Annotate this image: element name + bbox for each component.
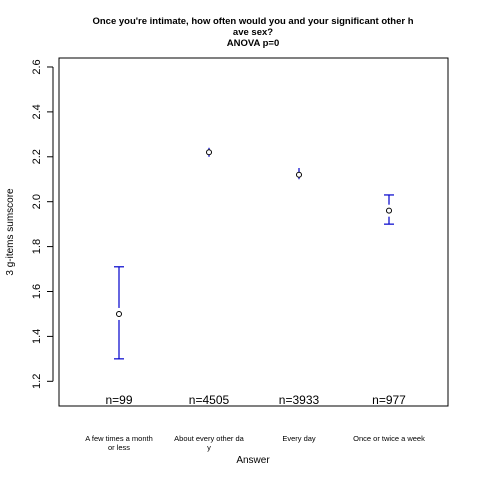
y-axis: 1.2 1.4 1.6 1.8 2.0 2.2 2.4 2.6 (31, 59, 54, 389)
y-tick-label: 2.6 (31, 59, 43, 74)
x-category-label: or less (108, 443, 130, 452)
mean-point (206, 149, 212, 156)
title-line-1: Once you're intimate, how often would yo… (92, 16, 413, 27)
n-labels: n=99 n=4505 n=3933 n=977 (105, 393, 406, 407)
x-category-label: Once or twice a week (353, 434, 425, 443)
n-label: n=3933 (279, 393, 320, 407)
data-marks (114, 147, 394, 360)
x-category-label: A few times a month (85, 434, 153, 443)
y-tick-label: 1.6 (31, 284, 43, 299)
mean-point (386, 207, 392, 214)
n-label: n=977 (372, 393, 406, 407)
x-category-label: y (207, 443, 211, 452)
y-tick-label: 1.4 (31, 329, 43, 344)
y-axis-label: 3 g-items sumscore (5, 188, 16, 276)
error-bar-group (384, 194, 394, 225)
y-tick-label: 1.2 (31, 374, 43, 389)
title-line-3: ANOVA p=0 (227, 38, 280, 49)
error-bar-group (296, 168, 302, 180)
error-bar-group (206, 147, 212, 157)
mean-point (116, 310, 122, 317)
n-label: n=4505 (189, 393, 230, 407)
y-tick-label: 2.0 (31, 194, 43, 209)
x-axis-label: Answer (236, 455, 270, 466)
n-label: n=99 (105, 393, 132, 407)
error-bar-group (114, 266, 124, 360)
x-category-label: Every day (282, 434, 316, 443)
chart-title: Once you're intimate, how often would yo… (92, 16, 413, 49)
title-line-2: ave sex? (233, 27, 273, 38)
mean-point (296, 171, 302, 178)
x-category-label: About every other da (174, 434, 244, 443)
y-tick-label: 1.8 (31, 239, 43, 254)
y-tick-label: 2.2 (31, 149, 43, 164)
y-tick-label: 2.4 (31, 104, 43, 119)
plot-frame (58, 57, 449, 407)
